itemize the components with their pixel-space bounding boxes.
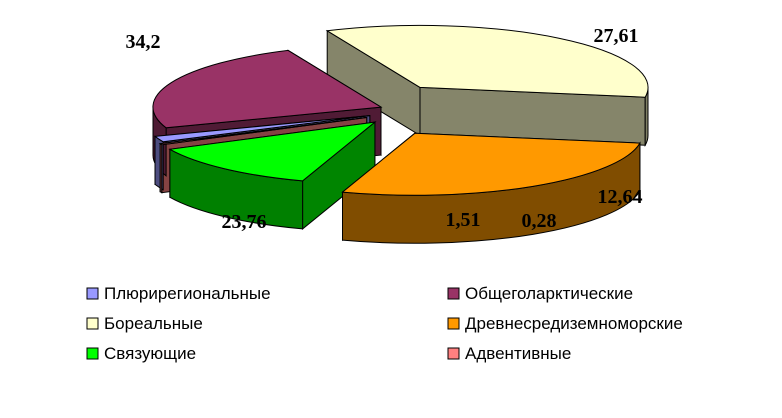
legend-swatch-4 <box>86 347 99 360</box>
legend: Плюрирегиональные Общеголарктические Бореа… <box>86 284 683 363</box>
data-label-1: 23,76 <box>222 211 267 233</box>
legend-label-4: Связующие <box>104 344 196 363</box>
data-label-0: 1,51 <box>446 209 481 231</box>
pie-slice-5 <box>158 117 367 146</box>
pie-slice-1 <box>152 49 383 129</box>
legend-swatch-3 <box>447 317 460 330</box>
legend-label-1: Общеголарктические <box>465 284 633 303</box>
data-label-4: 12,64 <box>598 186 643 208</box>
data-label-5: 0,28 <box>522 210 557 232</box>
legend-label-3: Древнесредиземноморские <box>465 314 683 333</box>
pie-slice-0 <box>153 115 370 143</box>
legend-swatch-1 <box>447 287 460 300</box>
legend-label-5: Адвентивные <box>465 344 571 363</box>
data-label-2: 34,2 <box>126 31 161 53</box>
pie-slice-2 <box>325 24 649 98</box>
legend-swatch-0 <box>86 287 99 300</box>
legend-label-0: Плюрирегиональные <box>104 284 271 303</box>
slice-side-5 <box>159 142 163 194</box>
pie-slice-4 <box>168 121 377 182</box>
pie-slice-3 <box>341 132 641 196</box>
legend-label-2: Бореальные <box>104 314 203 333</box>
data-label-3: 27,61 <box>594 25 639 47</box>
legend-swatch-5 <box>447 347 460 360</box>
legend-swatch-2 <box>86 317 99 330</box>
